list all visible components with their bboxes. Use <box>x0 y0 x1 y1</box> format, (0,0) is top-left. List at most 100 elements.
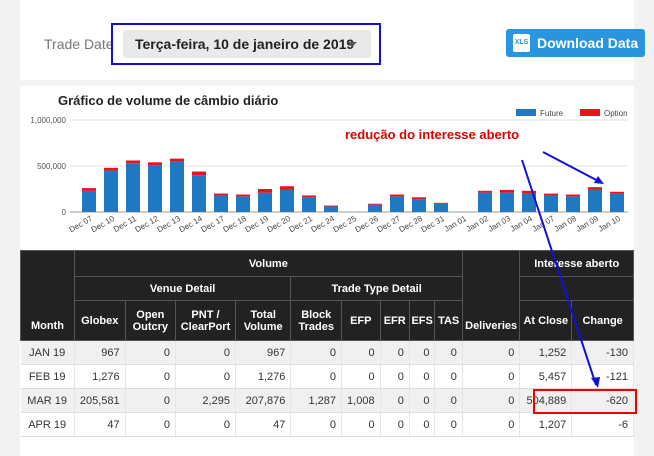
col-block-trades: Block Trades <box>290 300 343 341</box>
volume-table-panel: Month Volume Deliveries Interesse aberto… <box>20 250 634 456</box>
bar-option <box>368 203 382 205</box>
bar-future <box>324 206 338 212</box>
table-cell: 1,207 <box>519 412 573 437</box>
x-tick-label: Dec 17 <box>200 214 227 235</box>
table-cell: 0 <box>175 412 236 437</box>
table-cell: 0 <box>380 340 410 365</box>
bar-future <box>368 204 382 212</box>
month-cell: FEB 19 <box>20 364 75 389</box>
bar-future <box>390 196 404 212</box>
table-cell: 0 <box>125 388 177 413</box>
date-highlight-box <box>111 23 381 65</box>
table-cell: -6 <box>571 412 634 437</box>
download-data-button[interactable]: XLS Download Data <box>506 29 645 57</box>
table-cell: 0 <box>290 364 343 389</box>
table-cell: 0 <box>434 412 463 437</box>
trade-date-bar: Trade Date Terça-feira, 10 de janeiro de… <box>20 0 645 80</box>
x-tick-label: Dec 26 <box>354 214 381 235</box>
legend-label: Future <box>540 109 564 118</box>
table-cell: 504,889 <box>519 388 573 413</box>
bar-future <box>302 197 316 212</box>
table-cell: 0 <box>380 412 410 437</box>
bar-option <box>214 193 228 196</box>
col-total-volume: Total Volume <box>234 300 292 341</box>
table-cell: 47 <box>74 412 126 437</box>
trade-date-value: Terça-feira, 10 de janeiro de 2019 <box>135 36 355 52</box>
table-cell: 47 <box>235 412 292 437</box>
trade-date-label: Trade Date <box>44 36 114 52</box>
bar-future <box>258 192 272 212</box>
x-tick-label: Jan 01 <box>443 214 469 234</box>
x-tick-label: Jan 09 <box>575 214 601 234</box>
bar-option <box>82 188 96 191</box>
col-efp: EFP <box>341 300 381 341</box>
mar-oi-highlight-box <box>533 389 637 414</box>
x-tick-label: Dec 25 <box>332 214 359 235</box>
bar-option <box>170 158 184 162</box>
bar-future <box>500 192 514 212</box>
bar-future <box>412 199 426 212</box>
legend-swatch <box>580 109 600 116</box>
bar-option <box>192 171 206 176</box>
table-cell: 1,276 <box>235 364 292 389</box>
bar-future <box>280 189 294 212</box>
col-month: Month <box>20 250 75 341</box>
chart-title: Gráfico de volume de câmbio diário <box>58 93 278 108</box>
bar-future <box>148 165 162 212</box>
trade-date-dropdown[interactable]: Terça-feira, 10 de janeiro de 2019 <box>123 30 371 58</box>
bar-future <box>126 163 140 212</box>
x-tick-label: Jan 08 <box>553 214 579 234</box>
bar-future <box>588 189 602 212</box>
table-row: JAN 19 967 0 0 967 0 0 0 0 0 0 1,252 -130 <box>20 340 634 365</box>
col-open-outcry: Open Outcry <box>124 300 177 341</box>
bar-future <box>610 193 624 212</box>
venue-detail-header: Venue Detail <box>73 276 292 301</box>
volume-chart: Gráfico de volume de câmbio diário 1,000,… <box>30 93 628 235</box>
table-cell: 1,252 <box>519 340 573 365</box>
table-cell: 0 <box>380 388 410 413</box>
col-tas: TAS <box>434 300 463 341</box>
bar-option <box>610 191 624 194</box>
table-cell: -620 <box>571 388 634 413</box>
x-tick-label: Dec 07 <box>68 214 95 235</box>
table-cell: 0 <box>341 412 381 437</box>
col-efs: EFS <box>408 300 436 341</box>
col-change: Change <box>571 300 634 341</box>
table-cell: 0 <box>409 364 436 389</box>
x-tick-label: Dec 11 <box>112 214 138 234</box>
table-cell: 0 <box>341 364 381 389</box>
table-cell: -130 <box>571 340 634 365</box>
table-cell: 0 <box>341 340 381 365</box>
bar-future <box>104 170 118 212</box>
trade-type-detail-header: Trade Type Detail <box>290 276 463 301</box>
x-tick-label: Dec 20 <box>266 214 293 235</box>
table-cell: 967 <box>235 340 292 365</box>
bar-future <box>566 196 580 212</box>
bar-future <box>522 193 536 212</box>
col-pnt-clearport: PNT / ClearPort <box>175 300 236 341</box>
x-tick-label: Dec 31 <box>420 214 447 235</box>
bar-future <box>214 195 228 212</box>
bar-future <box>192 175 206 212</box>
table-cell: 0 <box>409 388 436 413</box>
x-tick-label: Dec 18 <box>222 214 249 235</box>
bar-future <box>434 203 448 212</box>
bar-future <box>544 195 558 212</box>
group-oi-header: Interesse aberto <box>519 250 634 277</box>
table-cell: 0 <box>462 364 521 389</box>
table-cell: 0 <box>434 340 463 365</box>
bar-option <box>324 205 338 207</box>
bar-option <box>148 162 162 166</box>
x-tick-label: Jan 04 <box>509 214 535 234</box>
table-cell: 2,295 <box>175 388 236 413</box>
table-cell: 0 <box>175 340 236 365</box>
col-deliveries: Deliveries <box>461 250 521 341</box>
table-cell: 0 <box>125 340 177 365</box>
table-cell: 0 <box>290 412 343 437</box>
x-tick-label: Dec 10 <box>90 214 117 235</box>
table-cell: 0 <box>175 364 236 389</box>
table-cell: 1,287 <box>290 388 343 413</box>
bar-option <box>126 160 140 164</box>
legend-swatch <box>516 109 536 116</box>
